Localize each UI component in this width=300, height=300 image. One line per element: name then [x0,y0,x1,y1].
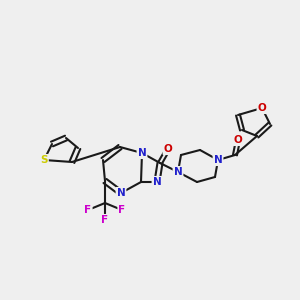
Text: N: N [174,167,182,177]
Text: F: F [118,205,126,215]
Text: F: F [84,205,92,215]
Text: F: F [101,215,109,225]
Text: N: N [214,155,222,165]
Text: O: O [234,135,242,145]
Text: S: S [40,155,48,165]
Text: N: N [117,188,125,198]
Text: O: O [164,144,172,154]
Text: N: N [153,177,161,187]
Text: O: O [258,103,266,113]
Text: N: N [138,148,146,158]
